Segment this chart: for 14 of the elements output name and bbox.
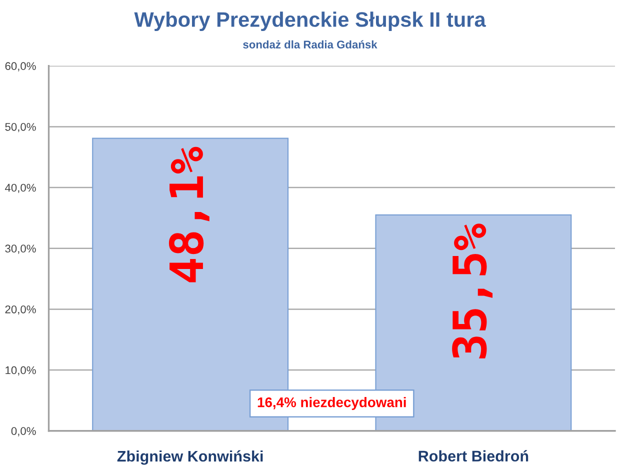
- data-label: 35,5%: [452, 224, 493, 358]
- y-tick-label: 60,0%: [5, 62, 36, 72]
- y-tick-label: 30,0%: [5, 244, 36, 254]
- y-tick-label: 10,0%: [6, 366, 36, 376]
- y-tick-label: 20,0%: [5, 305, 36, 315]
- annotation: 16,4% niezdecydowani: [258, 397, 406, 410]
- y-tick-label: 0,0%: [11, 427, 36, 436]
- chart-title: Wybory Prezydenckie Słupsk II tura: [134, 12, 486, 32]
- x-tick-label: Robert Biedroń: [418, 450, 528, 462]
- y-tick-label: 40,0%: [5, 184, 36, 193]
- y-tick-label: 50,0%: [5, 122, 36, 132]
- x-tick-label: Zbigniew Konwiński: [117, 450, 263, 465]
- data-label: 48,1%: [168, 146, 210, 282]
- chart-subtitle: sondaż dla Radia Gdańsk: [243, 40, 378, 48]
